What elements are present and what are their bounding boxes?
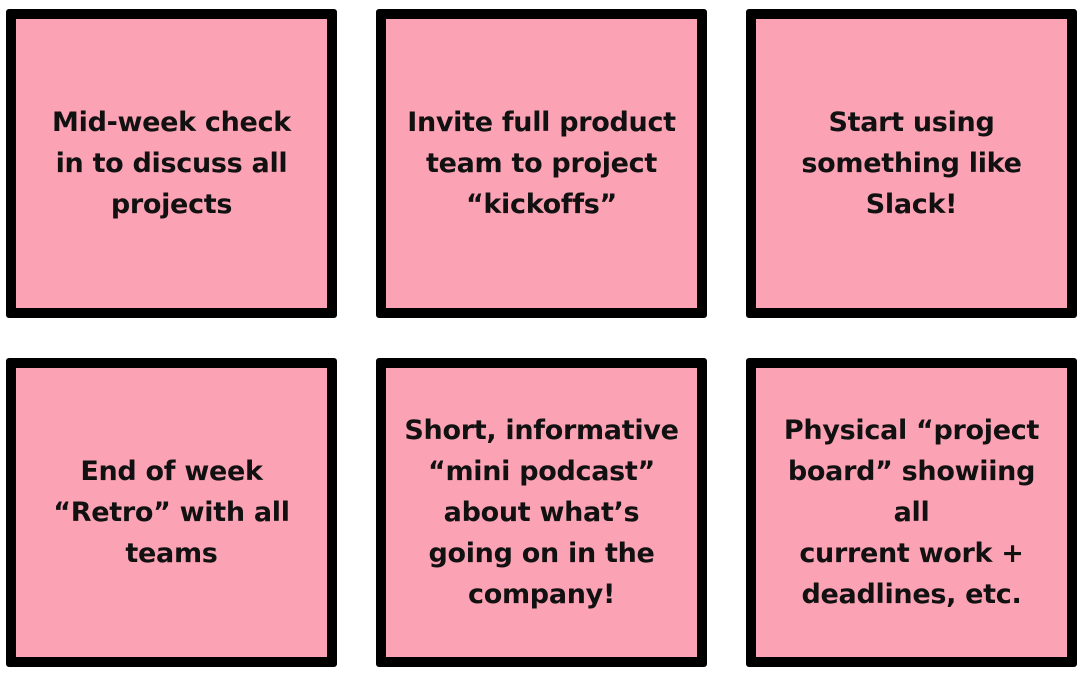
sticky-note-text: Physical “project board” showiing all cu… xyxy=(783,415,1040,610)
sticky-note-text: Start using something like Slack! xyxy=(801,107,1022,220)
sticky-note[interactable]: End of week “Retro” with all teams xyxy=(6,358,337,667)
sticky-note[interactable]: Start using something like Slack! xyxy=(746,9,1077,318)
sticky-note-text: Short, informative “mini podcast” about … xyxy=(404,415,679,610)
sticky-note[interactable]: Short, informative “mini podcast” about … xyxy=(376,358,707,667)
sticky-note[interactable]: Physical “project board” showiing all cu… xyxy=(746,358,1077,667)
sticky-note-text: End of week “Retro” with all teams xyxy=(53,456,290,569)
sticky-note[interactable]: Invite full product team to project “kic… xyxy=(376,9,707,318)
sticky-note-text: Mid-week check in to discuss all project… xyxy=(52,107,291,220)
sticky-note-text: Invite full product team to project “kic… xyxy=(407,107,676,220)
sticky-note[interactable]: Mid-week check in to discuss all project… xyxy=(6,9,337,318)
